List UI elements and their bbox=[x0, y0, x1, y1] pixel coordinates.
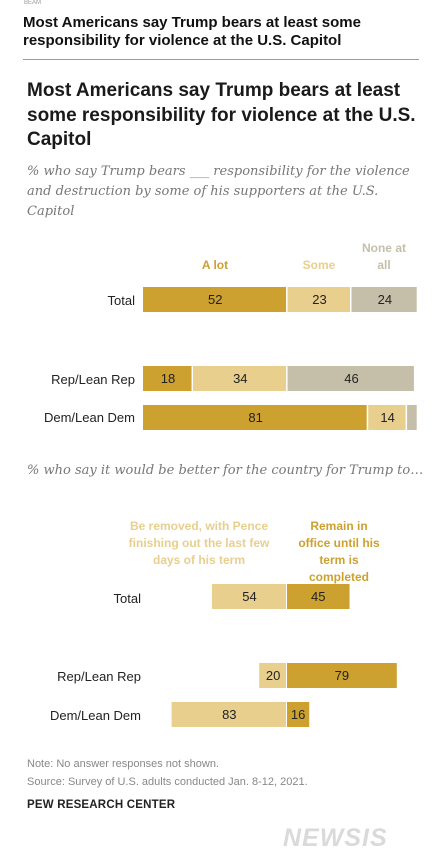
legend-some: Some bbox=[302, 258, 336, 272]
chart-title: Most Americans say Trump bears at least … bbox=[27, 80, 416, 150]
data-label-c1-r2-s0: 81 bbox=[248, 410, 262, 425]
header-rule bbox=[23, 59, 419, 60]
data-label-c2-r0-left: 54 bbox=[242, 589, 256, 604]
legend-remain-in-office: Remain in office until his term is compl… bbox=[298, 519, 380, 584]
chart1-row-label-total: Total bbox=[107, 293, 135, 308]
bar-c1-r2-s0 bbox=[143, 405, 367, 430]
data-label-c1-r0-s1: 23 bbox=[312, 292, 326, 307]
bar-c2-r2-right bbox=[287, 702, 310, 727]
chart-source: Source: Survey of U.S. adults conducted … bbox=[27, 776, 308, 788]
legend-a-lot: A lot bbox=[201, 258, 229, 272]
bar-c2-r0-right bbox=[287, 584, 350, 609]
legend-be-removed: Be removed, with Pence finishing out the… bbox=[128, 519, 270, 567]
chart2-row-label-total: Total bbox=[113, 591, 141, 606]
bar-c2-r0-left bbox=[211, 584, 286, 609]
data-label-c1-r0-s0: 52 bbox=[208, 292, 222, 307]
chart1-subtitle: % who say Trump bears ___ responsibility… bbox=[27, 164, 410, 219]
data-label-c2-r2-left: 83 bbox=[222, 707, 236, 722]
data-label-c2-r0-right: 45 bbox=[311, 589, 325, 604]
data-label-c2-r2-right: 16 bbox=[291, 707, 305, 722]
chart2-row-label-rep: Rep/Lean Rep bbox=[57, 669, 141, 684]
chart2-subtitle: % who say it would be better for the cou… bbox=[27, 463, 424, 478]
data-label-c2-r1-left: 20 bbox=[266, 668, 280, 683]
chart1-row-label-dem: Dem/Lean Dem bbox=[43, 410, 135, 425]
headline: Most Americans say Trump bears at least … bbox=[23, 14, 361, 49]
bar-c2-r2-left bbox=[171, 702, 286, 727]
bar-c1-r1-s2 bbox=[287, 366, 414, 391]
bar-c1-r0-s0 bbox=[143, 287, 287, 312]
legend-none-at-all: None at all bbox=[361, 241, 406, 272]
bar-c1-r0-s1 bbox=[287, 287, 350, 312]
chart1-row-label-rep: Rep/Lean Rep bbox=[51, 372, 135, 387]
data-label-c1-r1-s0: 18 bbox=[161, 371, 175, 386]
chart2-row-label-dem: Dem/Lean Dem bbox=[49, 708, 141, 723]
bar-c2-r1-left bbox=[259, 663, 286, 688]
bar-c2-r1-right bbox=[287, 663, 397, 688]
data-label-c1-r2-s1: 14 bbox=[380, 410, 394, 425]
data-label-c1-r0-s2: 24 bbox=[378, 292, 392, 307]
top-tiny-label: BEAM bbox=[24, 0, 42, 6]
bar-c1-r2-s1 bbox=[368, 405, 406, 430]
data-label-c2-r1-right: 79 bbox=[335, 668, 349, 683]
bar-c1-r1-s1 bbox=[193, 366, 287, 391]
bar-c1-r0-s2 bbox=[351, 287, 417, 312]
bar-c1-r2-s2 bbox=[407, 405, 417, 430]
chart-note: Note: No answer responses not shown. bbox=[27, 758, 219, 770]
watermark: NEWSIS bbox=[283, 824, 388, 852]
bar-c1-r1-s0 bbox=[143, 366, 192, 391]
data-label-c1-r1-s1: 34 bbox=[233, 371, 247, 386]
data-label-c1-r1-s2: 46 bbox=[344, 371, 358, 386]
org-label: PEW RESEARCH CENTER bbox=[27, 799, 176, 811]
